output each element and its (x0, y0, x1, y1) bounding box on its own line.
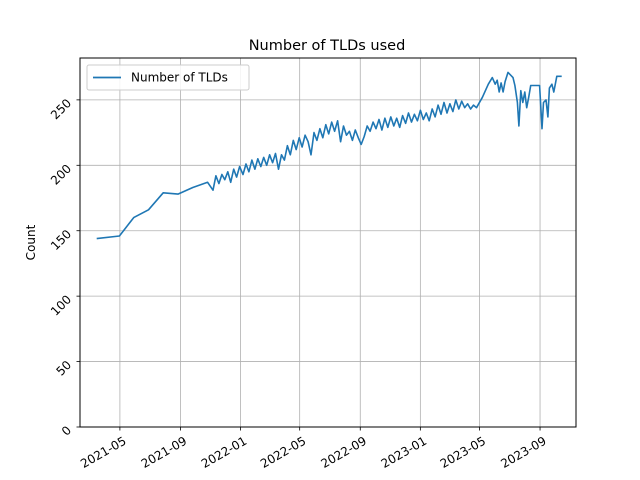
legend: Number of TLDs (86, 64, 250, 91)
legend-box (86, 64, 250, 91)
series-layer (96, 71, 562, 240)
series-line-number-of-tlds (96, 71, 562, 240)
legend-label: Number of TLDs (131, 71, 228, 85)
chart-title: Number of TLDs used (249, 38, 406, 54)
y-axis-label: Count (24, 224, 38, 260)
plot-area-frame (79, 57, 577, 428)
